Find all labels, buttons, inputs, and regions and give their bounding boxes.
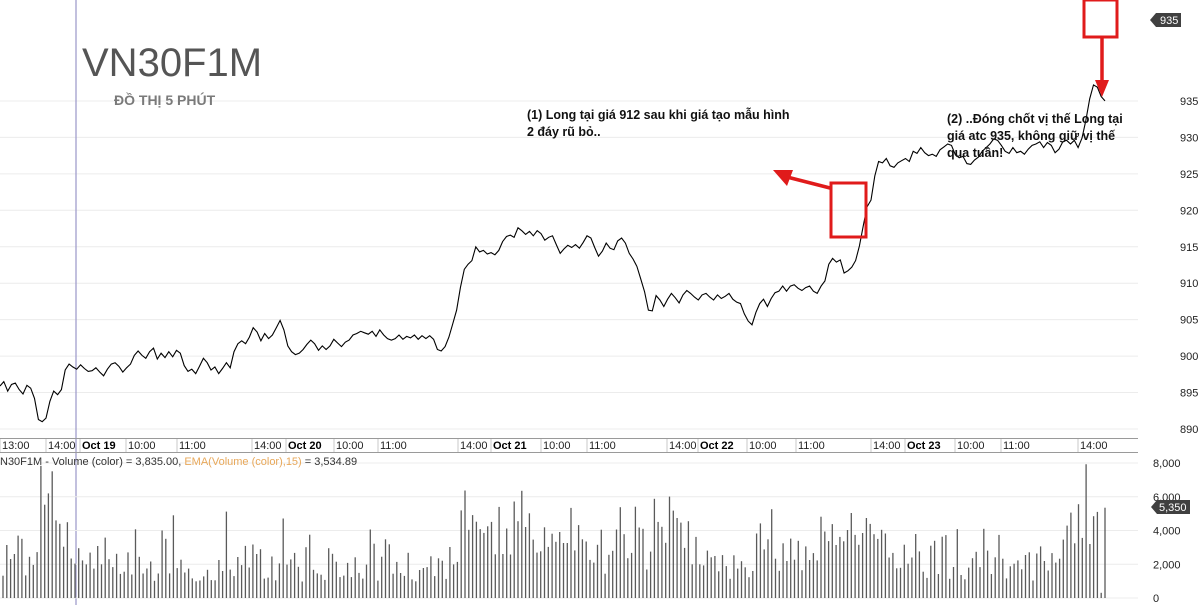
annotation-note-2-line-2: giá atc 935, không giữ vị thế (947, 129, 1115, 143)
exit-arrowhead (1095, 80, 1109, 97)
volume-last-value-badge: 5,350 (1151, 500, 1190, 514)
trade-markers (773, 0, 1119, 239)
price-y-tick-label: 900 (1180, 351, 1198, 363)
time-tick-label: 14:00 (48, 440, 76, 452)
volume-legend-part-3: = 3,534.89 (302, 456, 357, 468)
price-last-value: 935 (1160, 15, 1178, 27)
chart-subtitle: ĐỒ THỊ 5 PHÚT (114, 91, 216, 108)
time-tick-label: 14:00 (460, 440, 488, 452)
time-tick-label: Oct 22 (700, 440, 734, 452)
annotation-note-2: (2) ..Đóng chốt vị thế Long tại giá atc … (947, 112, 1123, 160)
price-y-tick-label: 910 (1180, 278, 1198, 290)
price-grid (0, 100, 1138, 430)
time-tick-label: 11:00 (380, 440, 407, 452)
entry-arrow-shaft (786, 175, 831, 190)
price-y-tick-label: 915 (1180, 242, 1198, 254)
volume-last-value-box (1151, 500, 1190, 514)
volume-bars (2, 464, 1106, 598)
price-y-tick-label: 925 (1180, 169, 1198, 181)
volume-last-value: 5,350 (1159, 502, 1187, 514)
price-last-value-box (1150, 13, 1181, 27)
volume-legend: N30F1M - Volume (color) = 3,835.00, EMA(… (0, 456, 357, 468)
volume-y-tick-label: 0 (1153, 593, 1159, 605)
time-tick-label: Oct 19 (82, 440, 116, 452)
price-y-axis: 890 895 900 905 910 915 920 925 930 935 (1180, 96, 1198, 436)
time-tick-label: 10:00 (957, 440, 985, 452)
annotation-note-1: (1) Long tại giá 912 sau khi giá tạo mẫu… (527, 107, 790, 139)
volume-y-tick-label: 8,000 (1153, 458, 1181, 470)
price-line (0, 84, 1106, 423)
time-tick-label: 14:00 (873, 440, 901, 452)
chart-title: VN30F1M (82, 41, 262, 85)
price-y-tick-label: 905 (1180, 315, 1198, 327)
price-y-tick-label: 935 (1180, 96, 1198, 108)
time-tick-label: 11:00 (1003, 440, 1030, 452)
volume-legend-ema-label: EMA(Volume (color),15) (184, 456, 301, 468)
price-y-tick-label: 895 (1180, 388, 1198, 400)
volume-y-tick-label: 4,000 (1153, 526, 1181, 538)
annotation-note-1-line-2: 2 đáy rũ bỏ.. (527, 125, 601, 139)
time-tick-label: Oct 21 (493, 440, 527, 452)
entry-arrowhead (773, 170, 793, 186)
price-y-tick-label: 890 (1180, 424, 1198, 436)
time-tick-label: 10:00 (543, 440, 571, 452)
annotation-note-2-line-1: (2) ..Đóng chốt vị thế Long tại (947, 112, 1123, 126)
annotation-note-1-line-1: (1) Long tại giá 912 sau khi giá tạo mẫu… (527, 107, 790, 122)
volume-y-tick-label: 2,000 (1153, 559, 1181, 571)
time-tick-label: 14:00 (1080, 440, 1108, 452)
time-tick-label: 10:00 (749, 440, 777, 452)
time-tick-label: 11:00 (589, 440, 616, 452)
time-tick-label: 10:00 (128, 440, 156, 452)
price-y-tick-label: 930 (1180, 132, 1198, 144)
annotation-note-2-line-3: qua tuần! (947, 146, 1003, 160)
time-tick-label: 10:00 (336, 440, 364, 452)
time-axis: 13:00 14:00 Oct 19 10:00 11:00 14:00 Oct 20 10:… (0, 438, 1138, 453)
volume-grid (0, 462, 1138, 599)
time-tick-label: 11:00 (179, 440, 206, 452)
time-tick-label: Oct 20 (288, 440, 322, 452)
time-tick-label: 13:00 (2, 440, 30, 452)
time-tick-label: Oct 23 (907, 440, 941, 452)
time-tick-label: 14:00 (254, 440, 282, 452)
price-last-value-badge: 935 (1150, 13, 1181, 27)
time-tick-label: 11:00 (798, 440, 825, 452)
time-tick-label: 14:00 (669, 440, 697, 452)
volume-legend-part-1: N30F1M - Volume (color) = 3,835.00, (0, 456, 184, 468)
price-plot-area (0, 0, 1138, 438)
entry-highlight-box (829, 181, 868, 239)
price-y-tick-label: 920 (1180, 205, 1198, 217)
time-axis-ticks: 13:00 14:00 Oct 19 10:00 11:00 14:00 Oct 20 10:… (0, 439, 1108, 452)
